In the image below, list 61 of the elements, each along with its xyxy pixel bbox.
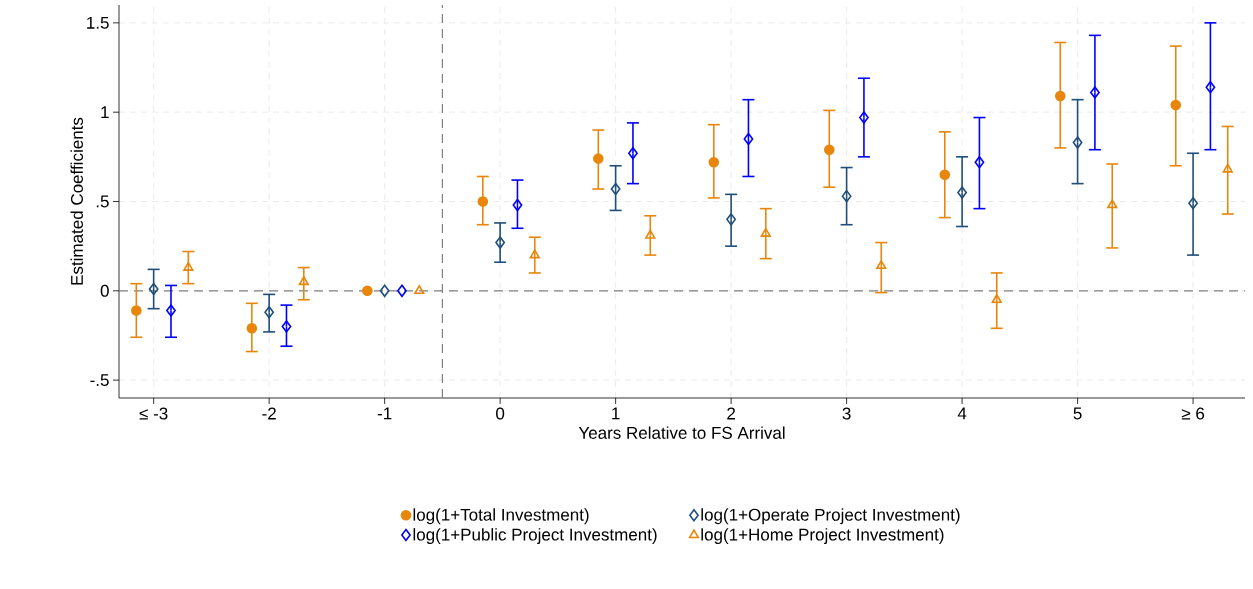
x-tick-label: 4 — [957, 407, 967, 420]
point — [859, 111, 869, 124]
point — [628, 146, 638, 160]
x-tick-label: 1 — [612, 407, 620, 420]
x-tick-label: 3 — [842, 407, 851, 420]
point — [1170, 99, 1182, 111]
x-axis-title: Years Relative to FS Arrival — [578, 426, 785, 439]
point — [148, 282, 159, 296]
point — [183, 261, 194, 271]
point — [823, 144, 835, 155]
point — [1107, 199, 1118, 209]
point — [645, 229, 656, 239]
point — [131, 305, 142, 316]
legend-label: log(1+Public Project Investment) — [413, 528, 657, 544]
x-tick-label: 0 — [496, 407, 505, 420]
y-tick-label: 0 — [100, 284, 109, 297]
point — [1205, 80, 1216, 94]
x-tick-label: ≤ -3 — [139, 407, 168, 420]
x-tick-label: 2 — [727, 407, 735, 420]
point — [512, 198, 523, 212]
point — [397, 284, 407, 298]
point — [1090, 86, 1100, 99]
point — [939, 169, 951, 180]
point — [379, 284, 390, 298]
x-tick-label: -1 — [377, 407, 392, 420]
point — [1222, 163, 1233, 173]
y-axis-title: Estimated Coefficients — [70, 117, 83, 285]
point — [362, 285, 373, 297]
y-tick-label: 1.5 — [87, 16, 109, 29]
point — [166, 304, 176, 317]
legend-label: log(1+Operate Project Investment) — [701, 508, 960, 525]
point — [246, 323, 258, 334]
point — [957, 186, 968, 199]
y-tick-label: 1 — [101, 106, 109, 119]
x-tick-label: ≥ 6 — [1181, 407, 1205, 420]
point — [743, 132, 754, 146]
point — [991, 293, 1002, 304]
point — [414, 285, 425, 295]
x-tick-label: -2 — [262, 407, 276, 420]
point — [760, 227, 771, 237]
point — [876, 260, 887, 270]
point — [495, 236, 506, 249]
point — [610, 182, 621, 196]
point — [974, 155, 985, 169]
legend-label: log(1+Home Project Investment) — [701, 528, 944, 544]
point — [1072, 136, 1083, 149]
point — [726, 213, 737, 226]
point — [841, 189, 852, 203]
point — [477, 196, 489, 207]
y-tick-label: .5 — [96, 195, 109, 208]
point — [298, 276, 309, 286]
point — [281, 320, 292, 333]
point — [264, 305, 275, 319]
point — [708, 156, 720, 168]
point — [1188, 196, 1199, 210]
point — [1054, 90, 1066, 102]
x-tick-label: 5 — [1073, 407, 1082, 420]
y-tick-label: -.5 — [90, 374, 109, 387]
point — [593, 153, 604, 164]
point — [529, 249, 540, 259]
legend-label: log(1+Total Investment) — [413, 508, 589, 525]
